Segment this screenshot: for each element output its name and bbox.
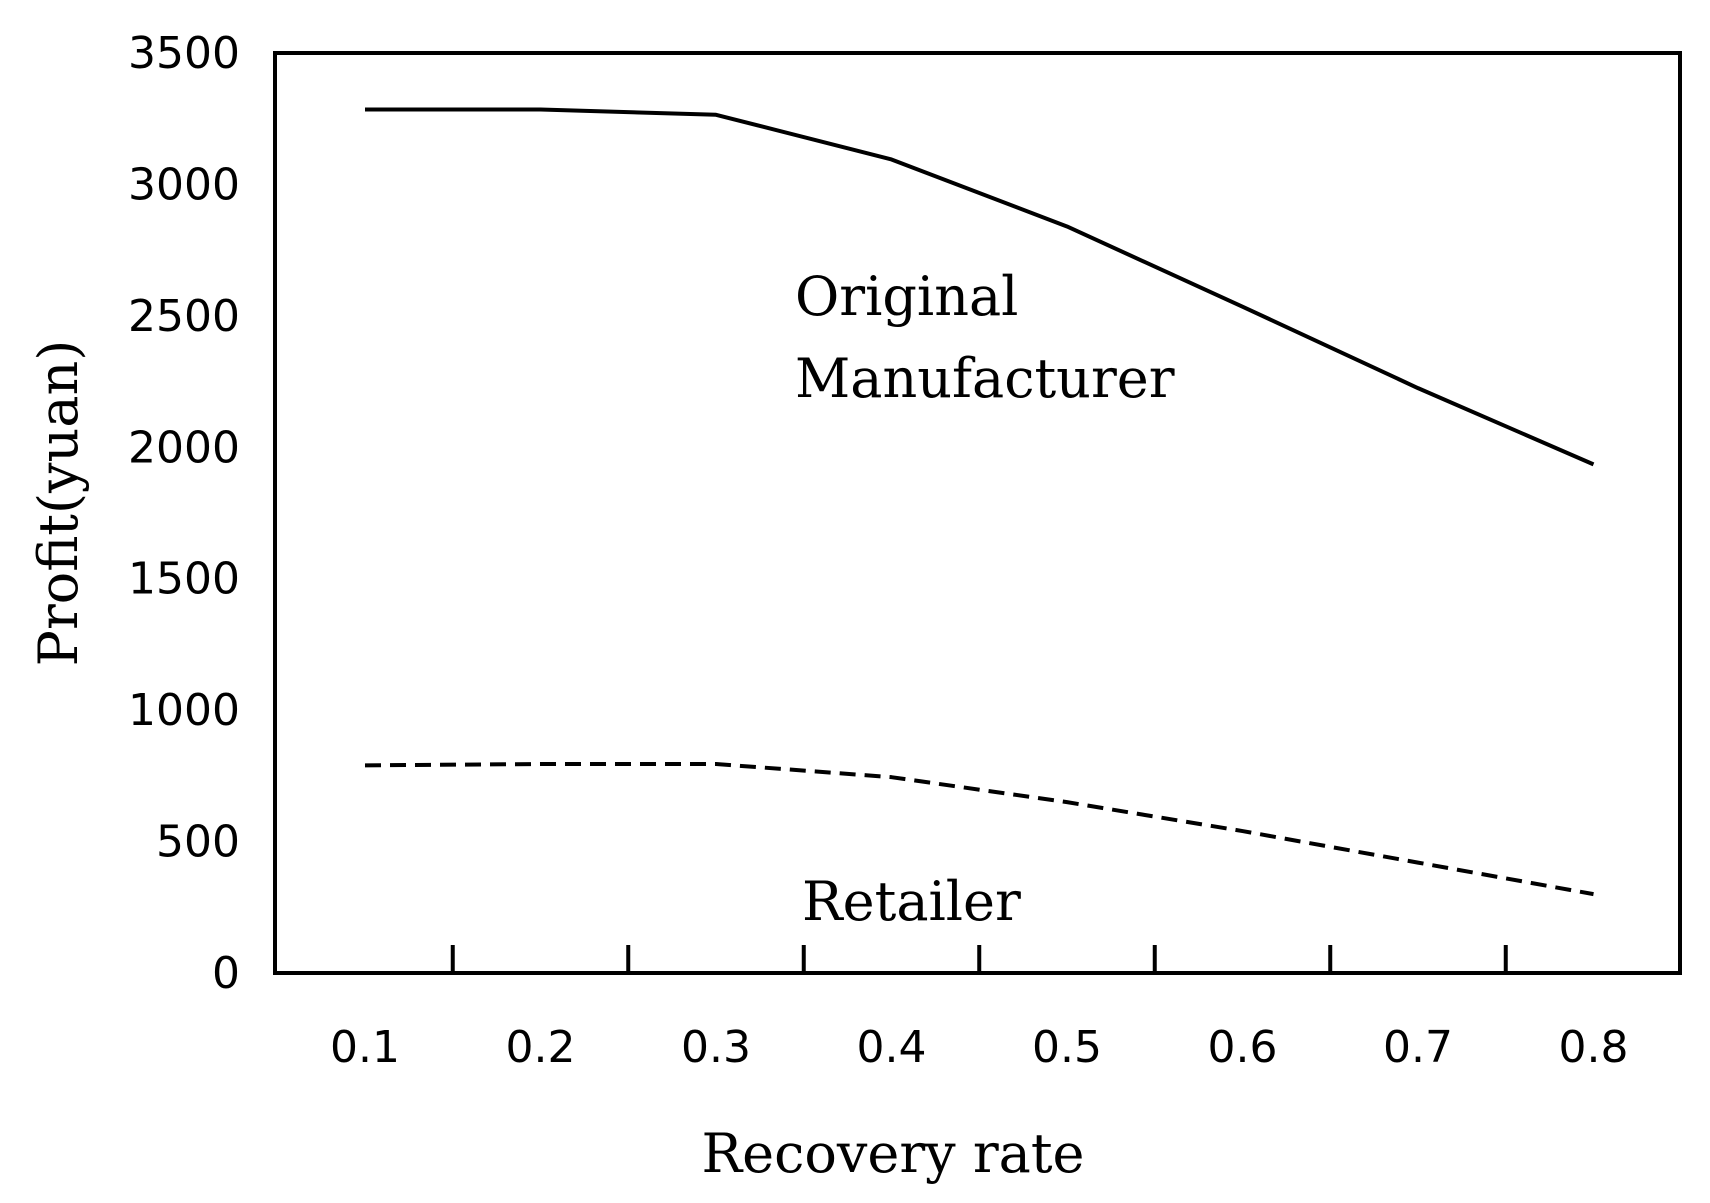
series-lines [364,107,1595,897]
x-tick-label: 0.5 [1032,1022,1102,1073]
x-tick-label: 0.2 [506,1022,576,1073]
x-axis-ticks [450,945,1508,973]
x-tick-label: 0.8 [1559,1022,1629,1073]
x-tick-label: 0.7 [1383,1022,1453,1073]
y-axis-title: Profit(yuan) [27,340,90,667]
series-label-manufacturer-line2: Manufacturer [795,347,1175,410]
y-tick-label: 1000 [128,685,240,736]
series-label-manufacturer-line1: Original [795,265,1018,328]
x-axis-title: Recovery rate [702,1122,1085,1185]
y-tick-label: 2000 [128,422,240,473]
x-tick-label: 0.1 [330,1022,400,1073]
y-tick-label: 1500 [128,554,240,605]
y-tick-label: 500 [156,817,240,868]
x-tick-label: 0.6 [1208,1022,1278,1073]
x-axis-tick-labels: 0.1 0.2 0.3 0.4 0.5 0.6 0.7 0.8 [330,1022,1628,1073]
series-line-retailer [364,762,1594,897]
y-tick-label: 2500 [128,291,240,342]
y-tick-label: 0 [212,948,240,999]
x-tick-label: 0.3 [681,1022,751,1073]
x-tick-label: 0.4 [857,1022,927,1073]
y-tick-label: 3500 [128,28,240,79]
y-tick-label: 3000 [128,159,240,210]
series-line-original-manufacturer [365,107,1595,467]
series-label-retailer: Retailer [802,870,1021,933]
y-axis-tick-labels: 0 500 1000 1500 2000 2500 3000 3500 [128,28,240,999]
